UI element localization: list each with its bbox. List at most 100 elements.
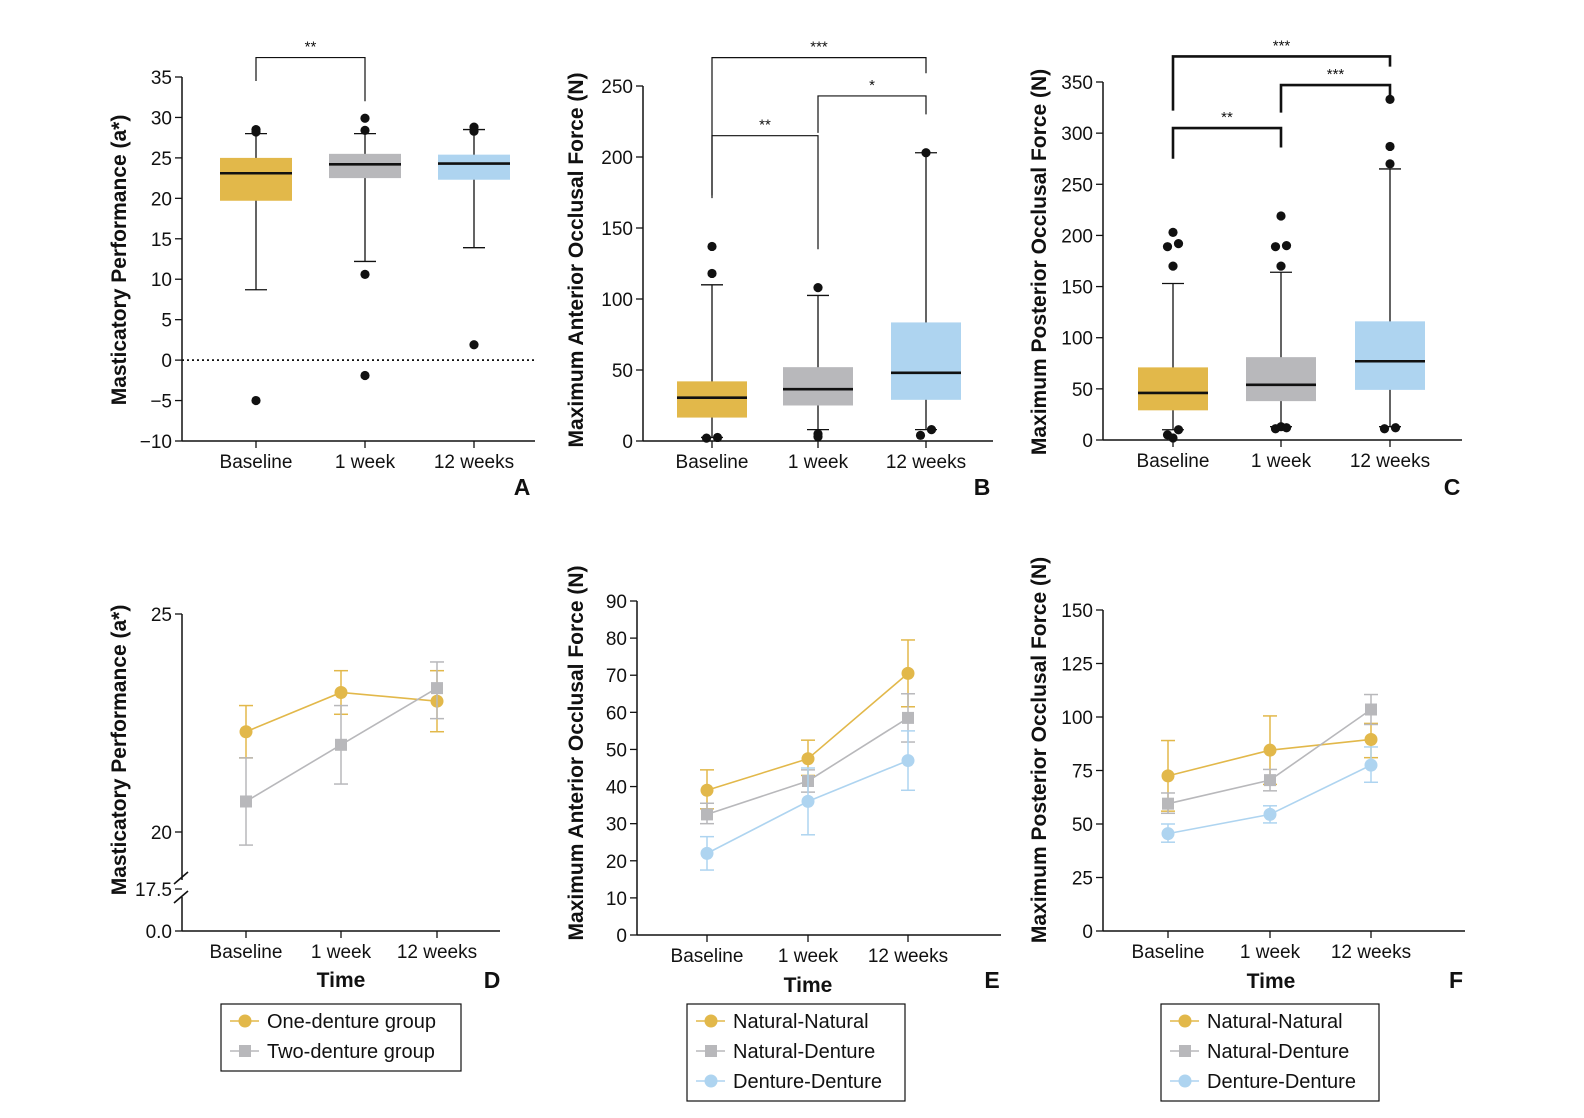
- panel-e-x-tick-label: Baseline: [671, 946, 744, 967]
- panel-c-y-tick-label: 0: [1082, 431, 1093, 452]
- panel-b-12-weeks-box: [891, 322, 961, 400]
- panel-c-12-weeks-outlier-point: [1390, 423, 1401, 433]
- panel-f-legend-natural-denture-swatch-marker: [1179, 1045, 1191, 1057]
- panel-c-baseline-outlier-point: [1168, 261, 1178, 271]
- panel-d-legend-box: [220, 1003, 462, 1072]
- panel-e-y-tick-label: 60: [606, 703, 627, 724]
- panel-e-series-natural-natural-point: [801, 752, 815, 766]
- panel-e-legend: Natural-Natural Natural-Denture Denture-De…: [686, 1003, 906, 1102]
- panel-a-1-week-outlier-point: [360, 370, 370, 381]
- panel-f-y-tick-label: 100: [1061, 708, 1093, 729]
- panel-c-significance-label: ***: [1273, 37, 1291, 54]
- panel-d-y-tick-label: 0.0: [146, 922, 172, 943]
- panel-f-y-tick-label: 125: [1061, 655, 1093, 676]
- panel-c-baseline-outlier-point: [1168, 433, 1178, 443]
- panel-d-x-tick-label: 12 weeks: [397, 942, 477, 963]
- panel-f-legend-natural-denture-label: Natural-Denture: [1207, 1041, 1349, 1063]
- panel-d-y-axis-title: Masticatory Performance (a*): [108, 605, 131, 896]
- panel-f-series-denture-denture-point: [1364, 758, 1378, 772]
- panel-b-1-week-outlier-point: [813, 432, 823, 442]
- panel-d-series-one-denture-group-point: [239, 725, 253, 739]
- panel-c-baseline-x-tick-label: Baseline: [1137, 451, 1210, 472]
- panel-d-y-tick-label: 17.5: [135, 880, 172, 901]
- panel-d-legend-two-denture-group-label: Two-denture group: [267, 1041, 435, 1063]
- panel-a-baseline-box: [220, 157, 292, 201]
- panel-c-boxplot: Maximum Posterior Occlusal Force (N) 350…: [1028, 37, 1462, 500]
- panel-e-series-natural-denture-point: [902, 711, 914, 724]
- panel-b-boxplot: Maximum Anterior Occlusal Force (N) 250 2…: [565, 39, 993, 500]
- panel-f-series-natural-natural-point: [1161, 769, 1175, 783]
- panel-f-series-natural-natural-point: [1263, 743, 1277, 757]
- panel-a-baseline-x-tick-label: Baseline: [220, 452, 293, 473]
- panel-f-legend-box: [1160, 1003, 1380, 1102]
- panel-c-letter: C: [1444, 474, 1461, 500]
- panel-e-series-natural-natural-point: [901, 666, 915, 680]
- panel-a-1-week-outlier-point: [360, 269, 370, 279]
- panel-f-legend-natural-natural-label: Natural-Natural: [1207, 1011, 1343, 1033]
- panel-c-1-week-outlier-point: [1276, 211, 1286, 221]
- panel-b-y-axis-title: Maximum Anterior Occlusal Force (N): [565, 73, 588, 448]
- panel-a-y-tick-label: −10: [140, 432, 172, 453]
- panel-d-series-two-denture-group-point: [335, 738, 347, 751]
- panel-f-legend-denture-denture-swatch-marker: [1178, 1074, 1192, 1088]
- panel-d-y-tick-label: 20: [151, 823, 172, 844]
- panel-f-legend-natural-natural-swatch-marker: [1178, 1014, 1192, 1028]
- panel-e-legend-natural-denture-label: Natural-Denture: [733, 1041, 875, 1063]
- panel-a-12-weeks-box: [438, 154, 510, 180]
- panel-c-y-axis-title: Maximum Posterior Occlusal Force (N): [1028, 69, 1051, 455]
- panel-c-y-tick-label: 150: [1061, 278, 1093, 299]
- panel-e-x-tick-label: 1 week: [778, 946, 839, 967]
- panel-a-y-tick-label: 0: [161, 351, 172, 372]
- panel-d-y-tick-label: 25: [151, 605, 172, 626]
- panel-b-12-weeks-outlier-point: [915, 430, 926, 440]
- panel-b-baseline-outlier-point: [707, 241, 717, 252]
- panel-a-y-tick-label: 15: [151, 230, 172, 251]
- panel-f-series-natural-denture-point: [1365, 703, 1377, 716]
- panel-f-series-denture-denture-point: [1263, 807, 1277, 821]
- panel-a-letter: A: [514, 474, 531, 500]
- panel-a-significance-bracket: [255, 56, 366, 102]
- panel-c-y-tick-label: 300: [1061, 124, 1093, 145]
- panel-f-x-tick-label: Baseline: [1132, 942, 1205, 963]
- panel-a-12-weeks-outlier-point: [469, 340, 479, 350]
- panel-e-series-natural-denture-point: [701, 808, 713, 821]
- panel-f-y-axis-title: Maximum Posterior Occlusal Force (N): [1028, 557, 1051, 943]
- panel-e-y-tick-label: 10: [606, 889, 627, 910]
- panel-c-1-week-outlier-point: [1270, 424, 1281, 434]
- panel-b-significance-bracket: [711, 57, 927, 199]
- panel-e-x-axis-title: Time: [784, 974, 833, 997]
- panel-c-baseline-outlier-point: [1173, 425, 1184, 435]
- panel-e-y-tick-label: 70: [606, 666, 627, 687]
- panel-b-baseline-x-tick-label: Baseline: [676, 452, 749, 473]
- panel-a-boxplot: Masticatory Performance (a*) 35 30 25 20 15 1…: [108, 39, 535, 500]
- panel-a-1-week-box: [329, 153, 401, 179]
- panel-b-baseline-outlier-point: [707, 268, 717, 279]
- panel-d-series-two-denture-group-point: [240, 795, 252, 808]
- panel-c-1-week-outlier-point: [1270, 242, 1281, 252]
- panel-d-series-two-denture-group-point: [431, 682, 443, 695]
- panel-b-12-weeks-outlier-point: [921, 148, 931, 158]
- panel-b-y-tick-label: 50: [612, 361, 633, 382]
- panel-f-y-tick-label: 150: [1061, 601, 1093, 622]
- panel-b-significance-label: ***: [810, 39, 828, 56]
- panel-e-y-tick-label: 40: [606, 778, 627, 799]
- panel-d-legend-two-denture-group-swatch-marker: [239, 1045, 251, 1057]
- panel-b-baseline-outlier-point: [701, 433, 712, 443]
- panel-e-y-axis-title: Maximum Anterior Occlusal Force (N): [565, 566, 588, 941]
- panel-d-legend: One-denture group Two-denture group: [220, 1003, 462, 1072]
- panel-b-significance-label: **: [759, 117, 771, 134]
- panel-e-y-tick-label: 50: [606, 740, 627, 761]
- panel-d-axis-break-mark: [173, 890, 189, 904]
- panel-e-legend-natural-natural-label: Natural-Natural: [733, 1011, 869, 1033]
- panel-a-baseline-outlier-point: [251, 395, 261, 406]
- panel-e-series-denture-denture-point: [801, 794, 815, 808]
- panel-d-linechart: Masticatory Performance (a*) 25 20 17.5 0.0…: [108, 605, 500, 1072]
- panel-e-y-tick-label: 20: [606, 852, 627, 873]
- panel-c-baseline-box: [1138, 367, 1208, 411]
- panel-e-x-tick-label: 12 weeks: [868, 946, 948, 967]
- panel-d-legend-one-denture-group-label: One-denture group: [267, 1011, 436, 1033]
- panel-e-y-tick-label: 30: [606, 815, 627, 836]
- panel-f-x-tick-label: 12 weeks: [1331, 942, 1411, 963]
- panel-f-series-natural-denture-point: [1162, 797, 1174, 810]
- panel-f-y-tick-label: 25: [1072, 869, 1093, 890]
